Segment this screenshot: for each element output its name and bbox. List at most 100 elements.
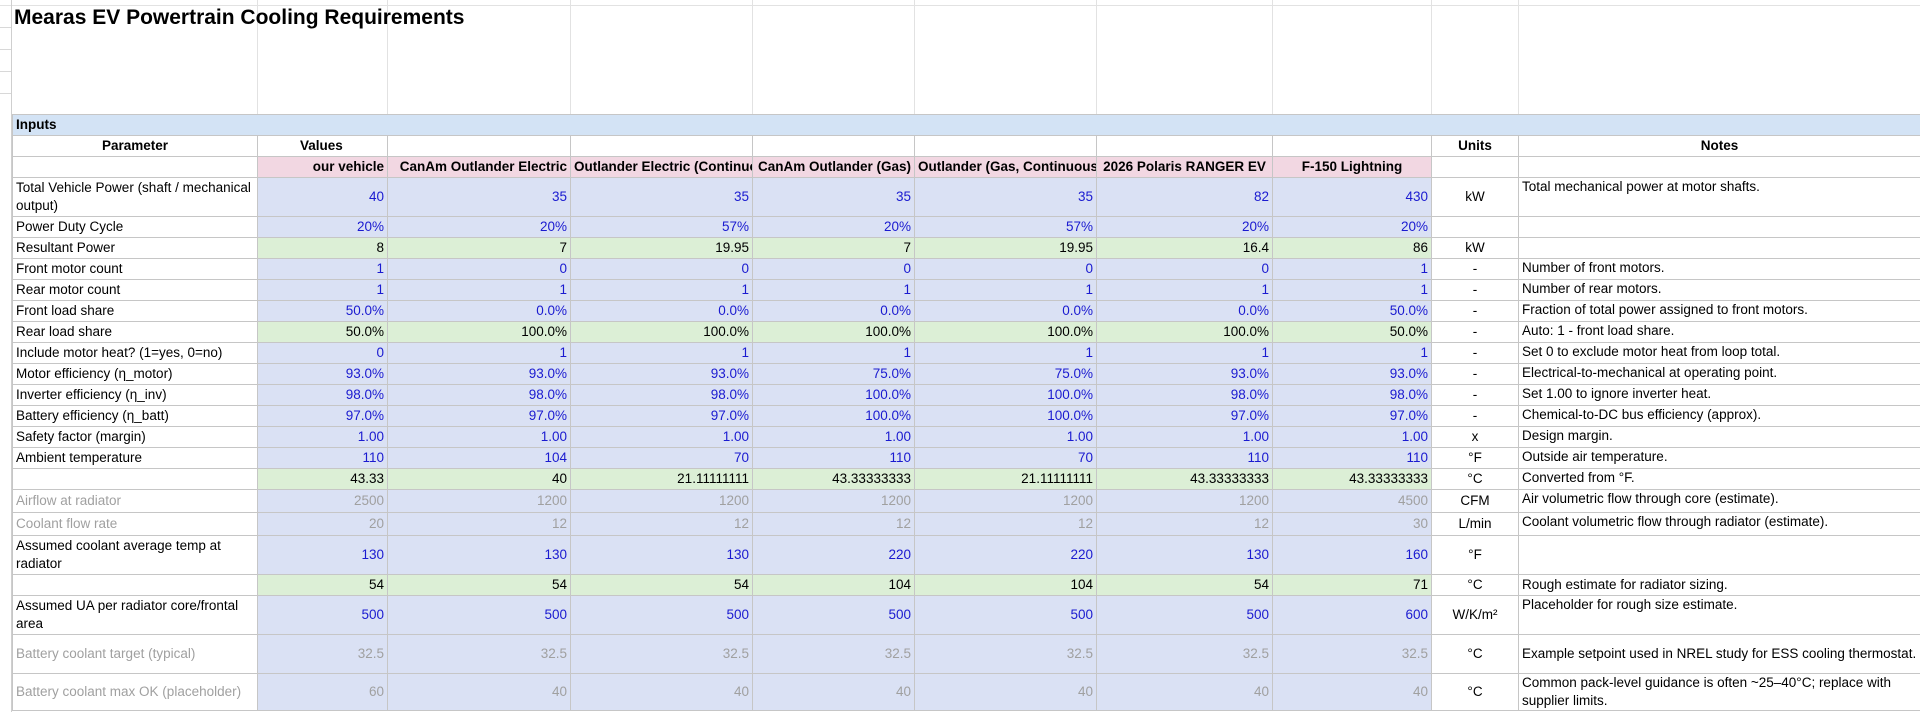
value-cell[interactable]: 12	[752, 512, 915, 536]
value-cell[interactable]: 12	[914, 512, 1097, 536]
unit-cell[interactable]: -	[1431, 342, 1519, 364]
value-cell[interactable]: 75.0%	[914, 363, 1097, 385]
value-cell[interactable]: 0	[387, 258, 571, 280]
value-cell[interactable]: 32.5	[387, 634, 571, 674]
value-cell[interactable]: 500	[752, 595, 915, 635]
value-cell[interactable]: 0	[752, 258, 915, 280]
unit-cell[interactable]: -	[1431, 300, 1519, 322]
value-cell[interactable]: 0.0%	[570, 300, 753, 322]
unit-cell[interactable]: °F	[1431, 447, 1519, 469]
value-cell[interactable]: 71	[1272, 574, 1432, 596]
parameter-cell[interactable]: Safety factor (margin)	[12, 426, 258, 448]
value-cell[interactable]: 70	[914, 447, 1097, 469]
value-cell[interactable]: 50.0%	[1272, 300, 1432, 322]
note-cell[interactable]: Set 1.00 to ignore inverter heat.	[1518, 384, 1920, 406]
unit-cell[interactable]: CFM	[1431, 489, 1519, 513]
value-cell[interactable]: 1	[387, 342, 571, 364]
value-cell[interactable]: 1	[257, 258, 388, 280]
value-cell[interactable]: 100.0%	[914, 321, 1097, 343]
value-cell[interactable]: 32.5	[1096, 634, 1273, 674]
value-cell[interactable]: 0.0%	[914, 300, 1097, 322]
value-cell[interactable]: 2500	[257, 489, 388, 513]
value-cell[interactable]: 93.0%	[1096, 363, 1273, 385]
vehicle-name-cell[interactable]: our vehicle	[257, 156, 388, 178]
note-cell[interactable]: Fraction of total power assigned to fron…	[1518, 300, 1920, 322]
value-cell[interactable]: 32.5	[752, 634, 915, 674]
parameter-cell[interactable]: Battery coolant max OK (placeholder)	[12, 673, 258, 711]
parameter-cell[interactable]: Assumed UA per radiator core/frontal are…	[12, 595, 258, 635]
value-cell[interactable]: 20%	[1272, 216, 1432, 238]
parameter-cell[interactable]: Assumed coolant average temp at radiator	[12, 535, 258, 575]
section-label[interactable]: Inputs	[12, 114, 1920, 136]
empty-cell[interactable]	[1518, 156, 1920, 178]
value-cell[interactable]: 40	[752, 673, 915, 711]
header-values[interactable]: Values	[257, 135, 388, 157]
note-cell[interactable]: Number of rear motors.	[1518, 279, 1920, 301]
value-cell[interactable]: 60	[257, 673, 388, 711]
value-cell[interactable]: 1	[1272, 342, 1432, 364]
value-cell[interactable]: 20%	[1096, 216, 1273, 238]
value-cell[interactable]: 0.0%	[1096, 300, 1273, 322]
value-cell[interactable]: 1200	[752, 489, 915, 513]
unit-cell[interactable]: -	[1431, 405, 1519, 427]
value-cell[interactable]: 40	[1096, 673, 1273, 711]
value-cell[interactable]: 0.0%	[387, 300, 571, 322]
value-cell[interactable]: 600	[1272, 595, 1432, 635]
parameter-cell[interactable]: Inverter efficiency (η_inv)	[12, 384, 258, 406]
value-cell[interactable]: 110	[257, 447, 388, 469]
value-cell[interactable]: 104	[752, 574, 915, 596]
value-cell[interactable]: 54	[570, 574, 753, 596]
unit-cell[interactable]: L/min	[1431, 512, 1519, 536]
unit-cell[interactable]: -	[1431, 279, 1519, 301]
parameter-cell[interactable]: Coolant flow rate	[12, 512, 258, 536]
parameter-cell[interactable]: Motor efficiency (η_motor)	[12, 363, 258, 385]
note-cell[interactable]: Number of front motors.	[1518, 258, 1920, 280]
value-cell[interactable]: 97.0%	[387, 405, 571, 427]
value-cell[interactable]: 35	[914, 177, 1097, 217]
parameter-cell[interactable]: Ambient temperature	[12, 447, 258, 469]
value-cell[interactable]: 32.5	[257, 634, 388, 674]
unit-cell[interactable]: °C	[1431, 468, 1519, 490]
value-cell[interactable]: 57%	[570, 216, 753, 238]
parameter-cell[interactable]: Front load share	[12, 300, 258, 322]
value-cell[interactable]: 7	[387, 237, 571, 259]
value-cell[interactable]: 43.33333333	[1096, 468, 1273, 490]
value-cell[interactable]: 93.0%	[1272, 363, 1432, 385]
value-cell[interactable]: 1200	[570, 489, 753, 513]
value-cell[interactable]: 50.0%	[257, 321, 388, 343]
value-cell[interactable]: 12	[1096, 512, 1273, 536]
value-cell[interactable]: 130	[387, 535, 571, 575]
value-cell[interactable]: 100.0%	[914, 384, 1097, 406]
value-cell[interactable]: 97.0%	[1096, 405, 1273, 427]
value-cell[interactable]: 130	[257, 535, 388, 575]
value-cell[interactable]: 98.0%	[387, 384, 571, 406]
value-cell[interactable]: 130	[1096, 535, 1273, 575]
note-cell[interactable]: Chemical-to-DC bus efficiency (approx).	[1518, 405, 1920, 427]
value-cell[interactable]: 104	[387, 447, 571, 469]
unit-cell[interactable]: -	[1431, 321, 1519, 343]
note-cell[interactable]	[1518, 237, 1920, 259]
value-cell[interactable]: 1200	[914, 489, 1097, 513]
value-cell[interactable]: 1.00	[1272, 426, 1432, 448]
value-cell[interactable]: 16.4	[1096, 237, 1273, 259]
note-cell[interactable]	[1518, 216, 1920, 238]
empty-cell[interactable]	[1431, 156, 1519, 178]
value-cell[interactable]: 104	[914, 574, 1097, 596]
value-cell[interactable]: 35	[387, 177, 571, 217]
vehicle-name-cell[interactable]: Outlander Electric (Continuous)	[570, 156, 753, 178]
vehicle-name-cell[interactable]: F-150 Lightning	[1272, 156, 1432, 178]
value-cell[interactable]: 35	[570, 177, 753, 217]
value-cell[interactable]: 93.0%	[257, 363, 388, 385]
value-cell[interactable]: 97.0%	[1272, 405, 1432, 427]
value-cell[interactable]: 98.0%	[1096, 384, 1273, 406]
note-cell[interactable]: Total mechanical power at motor shafts.	[1518, 177, 1920, 217]
parameter-cell[interactable]: Include motor heat? (1=yes, 0=no)	[12, 342, 258, 364]
note-cell[interactable]: Example setpoint used in NREL study for …	[1518, 634, 1920, 674]
value-cell[interactable]: 20	[257, 512, 388, 536]
value-cell[interactable]: 43.33333333	[1272, 468, 1432, 490]
value-cell[interactable]: 100.0%	[1096, 321, 1273, 343]
unit-cell[interactable]: x	[1431, 426, 1519, 448]
value-cell[interactable]: 100.0%	[752, 405, 915, 427]
header-empty-cell[interactable]	[752, 135, 915, 157]
value-cell[interactable]: 8	[257, 237, 388, 259]
